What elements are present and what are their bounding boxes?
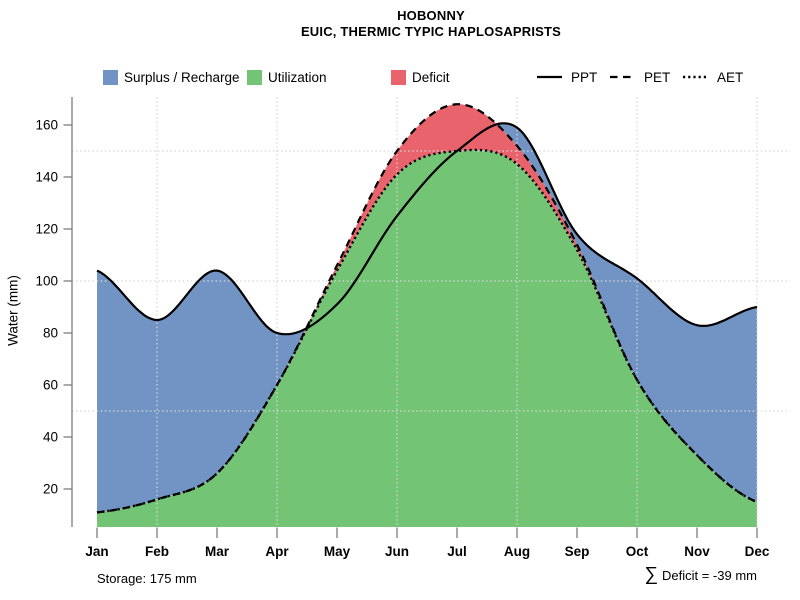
- legend-item-surplus: Surplus / Recharge: [103, 69, 240, 85]
- surplus-swatch-icon: [103, 69, 118, 85]
- y-tick-label: 120: [35, 222, 58, 237]
- y-tick-label: 80: [43, 326, 58, 341]
- legend-item-deficit: Deficit: [391, 69, 450, 85]
- surplus-area: [496, 123, 757, 503]
- x-tick-label: Aug: [504, 544, 530, 559]
- x-tick-label: Feb: [145, 544, 169, 559]
- y-tick-label: 40: [43, 430, 58, 445]
- x-tick-label: Jul: [447, 544, 467, 559]
- legend-label-aet: AET: [717, 69, 744, 85]
- x-tick-label: Oct: [626, 544, 649, 559]
- utilization-swatch-icon: [247, 69, 262, 85]
- legend-label-surplus: Surplus / Recharge: [124, 69, 240, 85]
- y-tick-label: 20: [43, 482, 58, 497]
- chart-title: HOBONNY: [397, 8, 465, 23]
- axis-labels: 20 40 60 80 100 120 140 160 Jan Feb Mar Apr May Jun Ju…: [35, 118, 769, 560]
- sigma-icon: ∑: [644, 564, 658, 585]
- ppt-curve: [96, 122, 758, 336]
- x-tick-label: Mar: [205, 544, 230, 559]
- deficit-swatch-icon: [391, 69, 406, 85]
- legend-item-utilization: Utilization: [247, 69, 327, 85]
- axes: [63, 97, 758, 538]
- gridlines: [72, 97, 790, 527]
- legend-label-deficit: Deficit: [412, 69, 450, 85]
- x-tick-label: Jun: [385, 544, 409, 559]
- surplus-area: [97, 270, 307, 513]
- x-tick-label: Nov: [684, 544, 710, 559]
- x-tick-label: May: [324, 544, 351, 559]
- y-tick-label: 140: [35, 170, 58, 185]
- legend-label-utilization: Utilization: [268, 69, 327, 85]
- x-tick-label: Dec: [745, 544, 770, 559]
- area-fills: [97, 104, 757, 527]
- legend-label-pet: PET: [644, 69, 671, 85]
- x-tick-label: Apr: [265, 544, 289, 559]
- chart-subtitle: EUIC, THERMIC TYPIC HAPLOSAPRISTS: [300, 24, 562, 39]
- aet-line-sample-icon: [683, 75, 708, 79]
- utilization-area: [97, 149, 757, 527]
- y-tick-label: 60: [43, 378, 58, 393]
- pet-line-sample-icon: [610, 75, 635, 79]
- x-tick-label: Sep: [565, 544, 590, 559]
- x-tick-label: Jan: [85, 544, 108, 559]
- deficit-sum-note: ∑ Deficit = -39 mm: [644, 564, 757, 586]
- curves: [96, 103, 758, 514]
- aet-curve: [96, 148, 758, 514]
- y-tick-label: 100: [35, 274, 58, 289]
- legend-item-pet: PET: [609, 69, 670, 85]
- storage-note: Storage: 175 mm: [97, 571, 197, 586]
- deficit-sum-text: Deficit = -39 mm: [662, 568, 757, 583]
- y-tick-label: 160: [35, 118, 58, 133]
- legend-label-ppt: PPT: [571, 69, 598, 85]
- legend-item-ppt: PPT: [536, 69, 597, 85]
- ppt-line-sample-icon: [537, 75, 562, 79]
- legend-item-aet: AET: [682, 69, 743, 85]
